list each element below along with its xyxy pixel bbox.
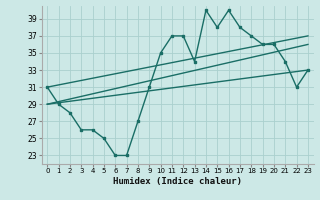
- X-axis label: Humidex (Indice chaleur): Humidex (Indice chaleur): [113, 177, 242, 186]
